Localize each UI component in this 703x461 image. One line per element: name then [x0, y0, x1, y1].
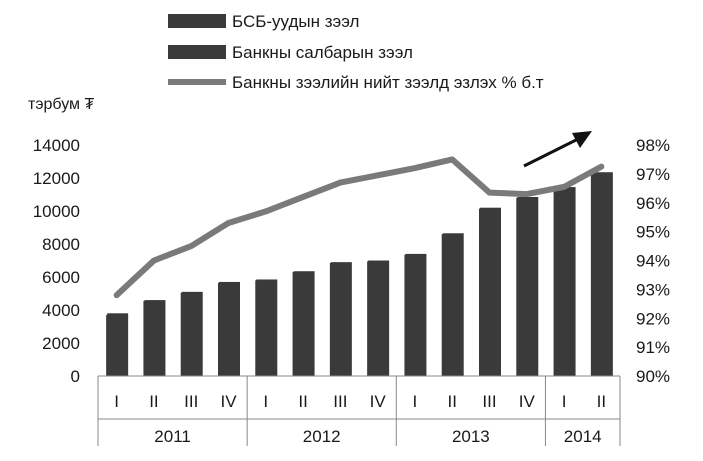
x-year-label: 2012 — [303, 427, 341, 446]
x-tick-label: II — [298, 392, 307, 411]
bar-bsb-loans — [218, 282, 239, 376]
bar-bsb-loans — [255, 280, 277, 376]
left-tick-label: 4000 — [42, 301, 80, 320]
left-tick-label: 0 — [71, 367, 80, 386]
x-tick-label: III — [333, 392, 347, 411]
x-tick-label: III — [482, 392, 496, 411]
x-tick-label: I — [413, 392, 418, 411]
right-tick-label: 98% — [636, 136, 670, 155]
right-tick-label: 94% — [636, 252, 670, 271]
x-tick-label: I — [263, 392, 268, 411]
x-tick-label: IV — [519, 392, 536, 411]
x-tick-label: I — [114, 392, 119, 411]
legend-swatch-bank-sector-loans — [168, 45, 226, 59]
right-tick-label: 95% — [636, 223, 670, 242]
right-tick-label: 97% — [636, 165, 670, 184]
bar-bsb-loans — [441, 234, 463, 376]
bars — [106, 172, 613, 376]
legend-label-share-line: Банкны зээлийн нийт зээлд эзлэх % б.т — [232, 73, 544, 92]
left-tick-label: 2000 — [42, 334, 80, 353]
bar-bsb-loans — [516, 197, 538, 376]
legend-swatch-bsb-loans — [168, 14, 226, 28]
x-tick-label: II — [447, 392, 456, 411]
right-tick-label: 93% — [636, 280, 670, 299]
x-tick-label: II — [597, 392, 606, 411]
x-tick-label: II — [149, 392, 158, 411]
trend-arrow-icon — [523, 131, 592, 168]
bar-bsb-loans — [479, 208, 500, 376]
bar-bsb-loans — [590, 173, 612, 376]
bar-bsb-loans — [292, 272, 314, 376]
left-axis-unit-label: тэрбум ₮ — [28, 96, 94, 113]
left-axis-ticks: 0 2000 4000 6000 8000 10000 12000 14000 — [33, 136, 80, 386]
right-tick-label: 91% — [636, 338, 670, 357]
x-tick-label: III — [184, 392, 198, 411]
bar-bsb-loans — [404, 254, 426, 376]
right-tick-label: 92% — [636, 309, 670, 328]
bar-bsb-loans — [180, 292, 202, 376]
bar-bsb-loans — [143, 300, 165, 376]
x-year-label: 2013 — [452, 427, 490, 446]
legend: БСБ-уудын зээл Банкны салбарын зээл Банк… — [168, 12, 544, 92]
legend-label-bank-sector-loans: Банкны салбарын зээл — [232, 43, 413, 62]
x-year-label: 2014 — [564, 427, 602, 446]
bar-bsb-loans — [553, 187, 575, 376]
share-line — [113, 156, 605, 299]
bar-bsb-loans — [106, 314, 128, 376]
left-tick-label: 6000 — [42, 268, 80, 287]
x-year-label: 2011 — [154, 427, 191, 446]
right-tick-label: 96% — [636, 194, 670, 213]
left-tick-label: 14000 — [33, 136, 80, 155]
left-tick-label: 10000 — [33, 202, 80, 221]
right-tick-label: 90% — [636, 367, 670, 386]
left-tick-label: 12000 — [33, 169, 80, 188]
x-tick-label: IV — [370, 392, 387, 411]
x-tick-label: I — [562, 392, 567, 411]
bar-bsb-loans — [329, 262, 351, 376]
bar-bsb-loans — [367, 261, 389, 376]
right-axis-ticks: 90% 91% 92% 93% 94% 95% 96% 97% 98% — [636, 136, 670, 386]
x-tick-label: IV — [220, 392, 237, 411]
legend-label-bsb-loans: БСБ-уудын зээл — [232, 12, 359, 31]
share-line-path — [113, 156, 605, 299]
left-tick-label: 8000 — [42, 235, 80, 254]
